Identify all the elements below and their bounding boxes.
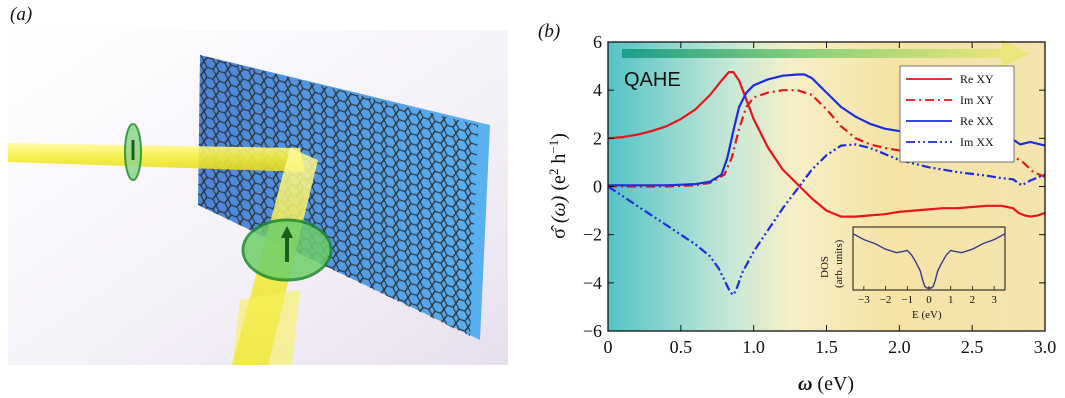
inset-tick-label: 0 xyxy=(926,294,932,306)
y-axis-unit-mid: h xyxy=(548,154,570,169)
polarizer-large xyxy=(241,218,333,282)
x-tick-label: 0.5 xyxy=(670,337,693,357)
inset-ylabel-line2: (arb. units) xyxy=(833,239,845,288)
y-axis-arg: (ω) xyxy=(548,195,570,228)
series-line-re-xy xyxy=(608,71,1045,218)
y-axis-unit-exp2: −1 xyxy=(546,140,561,154)
inset-tick-label: −2 xyxy=(880,294,892,306)
x-axis-unit: (eV) xyxy=(812,373,854,395)
legend-label-re-xy: Re XY xyxy=(960,72,994,86)
y-tick-label: 4 xyxy=(593,80,602,100)
y-axis-unit-exp1: 2 xyxy=(546,169,561,176)
polarizer-small xyxy=(124,123,142,181)
inset-ticks: −3 −2 −1 0 1 2 3 xyxy=(858,286,997,306)
inset-tick-label: −3 xyxy=(858,294,870,306)
inset-tick-label: 2 xyxy=(970,294,976,306)
legend-label-re-xx: Re XX xyxy=(960,114,994,128)
legend-box xyxy=(899,65,1015,163)
y-tick-label: −4 xyxy=(583,273,602,293)
panel-b-label: (b) xyxy=(538,21,560,42)
panel-a-label: (a) xyxy=(10,4,32,25)
y-tick-label: 0 xyxy=(593,177,602,197)
x-tick-label: 2.0 xyxy=(888,337,911,357)
x-tick-label: 1.0 xyxy=(742,337,765,357)
legend-items: Re XY Im XY Re XX Im XX xyxy=(906,72,994,149)
y-tick-label: 2 xyxy=(593,128,602,148)
main-chart: QAHE Re XY Im XY Re XX Im XX −3 −2 −1 0 1 2 3 E (… xyxy=(546,32,1057,395)
y-tick-label: 6 xyxy=(593,32,602,52)
legend-label-im-xy: Im XY xyxy=(960,93,994,107)
inset-ylabel-line1: DOS xyxy=(819,256,831,278)
dos-inset: −3 −2 −1 0 1 2 3 E (eV) DOS (arb. units) xyxy=(819,226,1006,321)
legend-label-im-xx: Im XX xyxy=(960,135,994,149)
qahe-annotation: QAHE xyxy=(624,69,681,91)
x-tick-label: 1.5 xyxy=(815,337,838,357)
y-tick-label: −6 xyxy=(583,321,602,341)
y-axis-unit-close: ) xyxy=(548,133,570,140)
inset-tick-label: −1 xyxy=(901,294,913,306)
y-axis-unit-base: (e xyxy=(548,175,570,196)
y-tick-label: −2 xyxy=(583,225,602,245)
inset-tick-label: 1 xyxy=(948,294,954,306)
panel-a-illustration xyxy=(8,30,508,365)
x-axis-label: ω (eV) xyxy=(798,373,854,395)
x-tick-label: 0 xyxy=(604,337,613,357)
graphene-sheet xyxy=(198,55,490,340)
series-line-im-xx xyxy=(608,143,1045,296)
axis-ticks: 0 0.5 1.0 1.5 2.0 2.5 3.0 −6 −4 −2 0 2 4 6 xyxy=(583,32,1056,357)
x-axis-symbol: ω xyxy=(798,373,812,395)
legend: Re XY Im XY Re XX Im XX xyxy=(899,65,1015,163)
inset-xlabel: E (eV) xyxy=(912,309,942,321)
y-axis-label: σ̂ (ω) (e2 h−1) xyxy=(546,133,571,239)
inset-tick-label: 3 xyxy=(991,294,997,306)
x-tick-label: 3.0 xyxy=(1034,337,1057,357)
qahe-arrow xyxy=(622,40,1030,67)
x-tick-label: 2.5 xyxy=(961,337,984,357)
